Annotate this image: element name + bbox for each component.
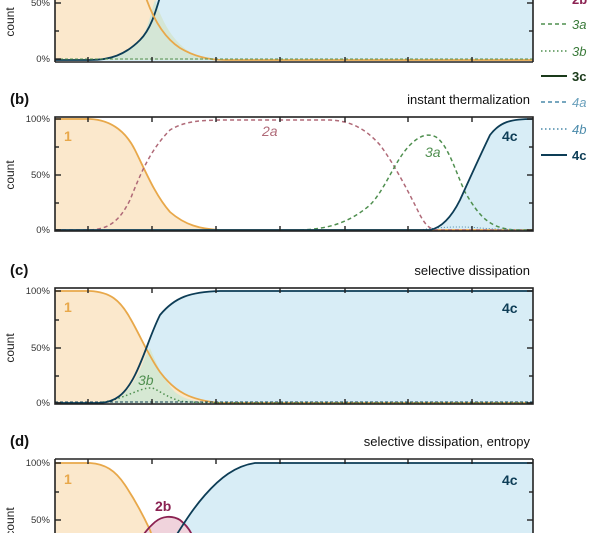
panel-b-blue-fill: [430, 119, 533, 230]
legend-label-3c: 3c: [572, 69, 586, 84]
panel-b-curve-4b: [419, 226, 533, 231]
panel-c-orange-fill: [55, 291, 220, 403]
panel-b-ytick-100: 100%: [26, 114, 51, 125]
panel-d-curve-2b: [143, 515, 193, 533]
legend-label-3b: 3b: [572, 44, 586, 59]
panel-d-ylabel: count: [3, 507, 17, 533]
panel-c-curve-label-1: 1: [64, 299, 72, 315]
panel-c: (c) selective dissipation 100% 50% 0%: [3, 262, 534, 409]
panel-c-curve-label-4c: 4c: [502, 300, 518, 316]
panel-a-ytick-0: 0%: [36, 54, 50, 65]
panel-a-green-overlap: [90, 0, 220, 60]
panel-c-ytick-50: 50%: [31, 343, 51, 354]
panel-c-blue-fill: [100, 291, 533, 403]
panel-d-curve-label-4c: 4c: [502, 472, 518, 488]
legend-item-2b: 2b: [572, 0, 587, 7]
panel-d-ytick-100: 100%: [26, 458, 51, 469]
panel-c-label: (c): [10, 262, 28, 279]
panel-d: (d) selective dissipation, entropy 100% …: [3, 433, 534, 533]
panel-c-curve-4c: [55, 290, 533, 404]
legend-item-4a: 4a: [541, 95, 586, 110]
panel-b-orange-fill: [55, 119, 220, 230]
panel-a-ticks: [55, 2, 533, 62]
panel-a-ylabel: count: [3, 7, 17, 37]
panel-b-curve-2a: [55, 119, 533, 231]
legend-label-2b: 2b: [572, 0, 587, 7]
panel-b-ticks: [55, 117, 533, 231]
legend-label-4b: 4b: [572, 122, 586, 137]
panel-a: 50% 0% count: [3, 0, 534, 65]
panel-b-curve-label-1: 1: [64, 128, 72, 144]
panel-d-label: (d): [10, 433, 29, 450]
panel-d-title: selective dissipation, entropy: [364, 434, 531, 449]
panel-d-curve-1: [55, 462, 152, 533]
panel-b-ytick-0: 0%: [36, 225, 50, 236]
panel-c-ticks: [55, 288, 533, 404]
panel-d-curve-label-2b: 2b: [155, 498, 171, 514]
panel-d-blue-fill: [177, 463, 533, 533]
panel-d-curve-label-1: 1: [64, 471, 72, 487]
panel-d-ytick-50: 50%: [31, 515, 51, 526]
panel-b-curve-label-4c: 4c: [502, 128, 518, 144]
legend-label-3a: 3a: [572, 17, 586, 32]
panel-d-ticks: [55, 459, 533, 521]
panel-b-curve-label-3a: 3a: [425, 144, 441, 160]
panel-d-curve-4c: [176, 462, 533, 533]
panel-b-curve-1: [55, 118, 533, 231]
panel-b-curve-4c: [55, 118, 533, 231]
panel-c-ylabel: count: [3, 333, 17, 363]
panel-d-orange-fill: [55, 463, 151, 533]
legend-item-3c: 3c: [541, 69, 586, 84]
panel-a-orange-fill: [55, 0, 157, 60]
panel-c-ytick-0: 0%: [36, 398, 50, 409]
panel-c-curve-3b: [94, 387, 533, 404]
legend-label-4c: 4c: [572, 148, 586, 163]
panel-b-label: (b): [10, 91, 29, 108]
panel-b-ylabel: count: [3, 160, 17, 190]
panel-c-ytick-100: 100%: [26, 286, 51, 297]
legend-item-4b: 4b: [541, 122, 586, 137]
panel-c-frame: [54, 287, 534, 405]
legend-label-4a: 4a: [572, 95, 586, 110]
panel-c-curve-label-3b: 3b: [138, 372, 154, 388]
legend: 2b 3a 3b 3c 4a 4b 4c: [541, 0, 587, 163]
legend-item-3a: 3a: [541, 17, 586, 32]
panel-a-ytick-50: 50%: [31, 0, 51, 9]
panel-b: (b) instant thermalization 100% 50%: [3, 91, 534, 236]
panel-b-curve-label-2a: 2a: [261, 123, 278, 139]
legend-item-3b: 3b: [541, 44, 586, 59]
panel-b-frame: [54, 116, 534, 232]
legend-item-4c: 4c: [541, 148, 586, 163]
panel-c-title: selective dissipation: [414, 263, 530, 278]
panel-b-title: instant thermalization: [407, 92, 530, 107]
panel-b-ytick-50: 50%: [31, 170, 51, 181]
